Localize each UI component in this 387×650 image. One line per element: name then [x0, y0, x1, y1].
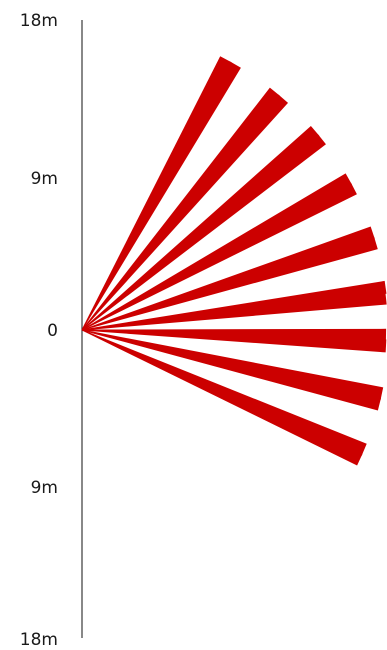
detection-beam [81, 94, 289, 331]
axis-label-origin: 0 [47, 321, 58, 341]
axis-label-upper-mid: 9m [31, 169, 58, 189]
detection-beam [81, 125, 320, 331]
detection-beam [81, 61, 241, 331]
detection-beam [81, 173, 353, 331]
detection-beam [81, 134, 326, 331]
detection-beam [81, 182, 357, 331]
axis-label-top: 18m [20, 11, 58, 31]
detection-beam [81, 56, 232, 331]
axis-labels: 18m 9m 0 9m 18m [20, 11, 58, 650]
detection-beam [81, 87, 280, 331]
axis-label-lower-mid: 9m [31, 478, 58, 498]
detection-beam [81, 291, 387, 331]
detection-beam [81, 236, 378, 331]
detection-beam [81, 280, 387, 331]
detection-beam [81, 226, 375, 331]
detection-beam [81, 329, 363, 466]
detection-beam [81, 329, 382, 411]
detection-beams [81, 56, 387, 466]
axis-label-bottom: 18m [20, 630, 58, 650]
detection-beam [81, 329, 387, 353]
